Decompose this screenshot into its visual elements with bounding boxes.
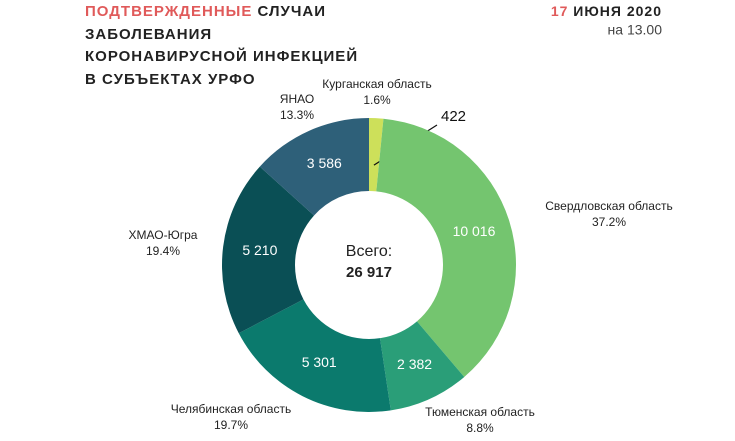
value-label: 2 382 <box>397 356 432 372</box>
category-label: ЯНАО <box>280 92 314 106</box>
donut-segment <box>369 118 384 192</box>
category-label: ХМАО-Югра <box>129 228 198 242</box>
title-line: ЗАБОЛЕВАНИЯ <box>85 26 212 43</box>
donut-segment <box>379 321 465 411</box>
percent-label: 19.4% <box>146 244 180 258</box>
category-label: Тюменская область <box>425 405 535 419</box>
donut-segment <box>222 166 315 334</box>
value-label: 5 301 <box>302 354 337 370</box>
date-day: 17 <box>551 3 569 19</box>
category-label: Свердловская область <box>545 199 672 213</box>
date-time: на 13.00 <box>608 22 663 38</box>
title-line: В СУБЪЕКТАХ УРФО <box>85 71 256 88</box>
percent-label: 13.3% <box>280 108 314 122</box>
percent-label: 8.8% <box>466 421 494 435</box>
total-caption: Всего: <box>346 243 392 260</box>
value-label: 3 586 <box>307 155 342 171</box>
percent-label: 19.7% <box>214 418 248 432</box>
total-value: 26 917 <box>346 264 392 281</box>
donut-segment <box>259 118 369 216</box>
date: 17 ИЮНЯ 2020 <box>551 3 662 19</box>
donut-segment <box>376 118 516 377</box>
value-label: 5 210 <box>242 242 277 258</box>
title-word: СЛУЧАИ <box>258 3 326 20</box>
title-line: КОРОНАВИРУСНОЙ ИНФЕКЦИЕЙ <box>85 47 358 65</box>
date-month: ИЮНЯ 2020 <box>573 3 662 19</box>
category-label: Курганская область <box>322 77 431 91</box>
value-label: 10 016 <box>453 223 496 239</box>
percent-label: 37.2% <box>592 215 626 229</box>
title-highlight: ПОДТВЕРЖДЕННЫЕ <box>85 3 252 20</box>
category-label: Челябинская область <box>171 402 291 416</box>
donut-segment <box>238 299 391 412</box>
percent-label: 1.6% <box>363 93 391 107</box>
value-label: 422 <box>441 108 466 125</box>
title-line: ПОДТВЕРЖДЕННЫЕ СЛУЧАИ <box>85 3 326 20</box>
